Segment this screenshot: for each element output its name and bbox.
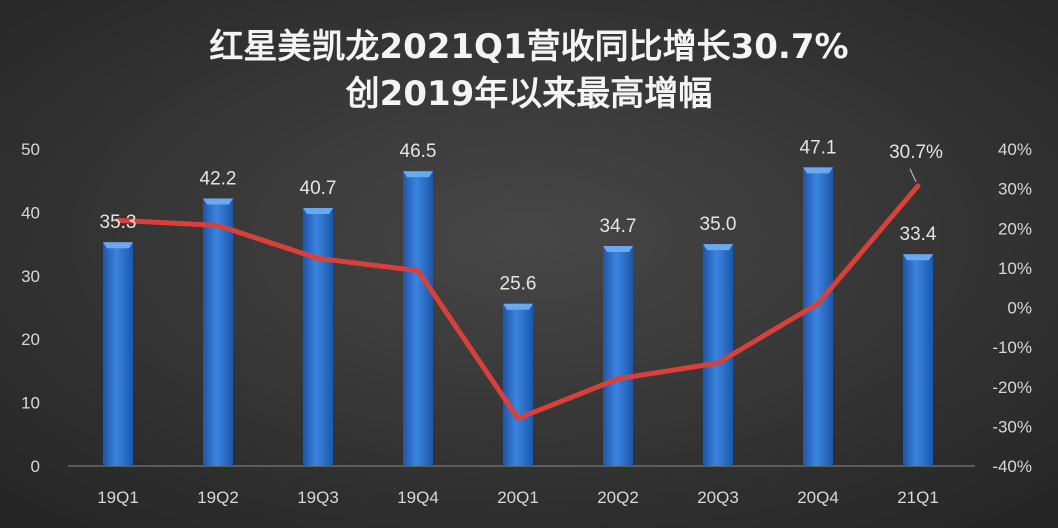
bar-21Q1 — [903, 254, 933, 466]
bar-data-label: 34.7 — [600, 216, 637, 237]
left-axis-tick: 50 — [21, 140, 40, 159]
bar-data-label: 33.4 — [900, 224, 937, 245]
bar-data-label: 35.3 — [100, 212, 137, 233]
bar-data-label: 46.5 — [400, 141, 437, 162]
bar-20Q1 — [503, 303, 533, 466]
bar-cap — [303, 207, 333, 214]
line-point-19Q3 — [316, 256, 320, 260]
x-axis-tick: 20Q4 — [797, 488, 839, 507]
bar-19Q4 — [403, 171, 433, 466]
line-point-19Q2 — [216, 223, 220, 227]
chart-title-line-1: 红星美凯龙2021Q1营收同比增长30.7% — [209, 27, 848, 67]
right-axis-tick: 0% — [1007, 299, 1032, 318]
line-point-21Q1 — [916, 184, 920, 188]
left-axis-tick: 40 — [21, 203, 40, 222]
right-axis-tick: 20% — [998, 219, 1032, 238]
line-point-19Q1 — [116, 218, 120, 222]
line-point-20Q3 — [716, 361, 720, 365]
bar-cap — [203, 198, 233, 205]
x-axis-tick: 20Q2 — [597, 488, 639, 507]
bar-20Q2 — [603, 246, 633, 466]
x-axis-tick: 19Q1 — [97, 488, 139, 507]
right-axis-tick: -10% — [992, 338, 1032, 357]
right-axis-tick: 40% — [998, 140, 1032, 159]
bar-cap — [803, 167, 833, 174]
right-axis-tick: 10% — [998, 259, 1032, 278]
bar-cap — [703, 244, 733, 251]
line-point-19Q4 — [416, 269, 420, 273]
bar-19Q1 — [103, 242, 133, 466]
right-axis-tick: 30% — [998, 180, 1032, 199]
x-axis-tick: 21Q1 — [897, 488, 939, 507]
bar-data-label: 40.7 — [300, 178, 337, 199]
x-axis-tick: 20Q1 — [497, 488, 539, 507]
line-data-label: 30.7% — [889, 142, 943, 163]
bar-data-label: 47.1 — [800, 137, 837, 158]
left-axis-tick: 10 — [21, 394, 40, 413]
right-axis-tick: -30% — [992, 417, 1032, 436]
bar-19Q3 — [303, 207, 333, 466]
x-axis-tick: 19Q3 — [297, 488, 339, 507]
bar-data-label: 35.0 — [700, 214, 737, 235]
bar-20Q4 — [803, 167, 833, 467]
line-point-20Q1 — [516, 416, 520, 420]
right-axis-tick: -40% — [992, 457, 1032, 476]
x-axis-tick: 20Q3 — [697, 488, 739, 507]
bar-data-label: 25.6 — [500, 274, 537, 295]
label-leader-line — [909, 168, 917, 183]
left-axis-tick: 30 — [21, 267, 40, 286]
right-axis-tick: -20% — [992, 378, 1032, 397]
bar-cap — [503, 303, 533, 310]
left-axis-tick: 0 — [31, 457, 40, 476]
line-point-20Q4 — [816, 302, 820, 306]
bar-data-label: 42.2 — [200, 168, 237, 189]
bar-cap — [903, 254, 933, 261]
x-axis-tick: 19Q2 — [197, 488, 239, 507]
chart-title-line-2: 创2019年以来最高增幅 — [345, 74, 713, 114]
line-point-20Q2 — [616, 377, 620, 381]
left-axis-tick: 20 — [21, 330, 40, 349]
bar-cap — [403, 171, 433, 178]
bar-cap — [603, 246, 633, 253]
x-axis-tick: 19Q4 — [397, 488, 439, 507]
bar-cap — [103, 242, 133, 249]
bar-19Q2 — [203, 198, 233, 466]
